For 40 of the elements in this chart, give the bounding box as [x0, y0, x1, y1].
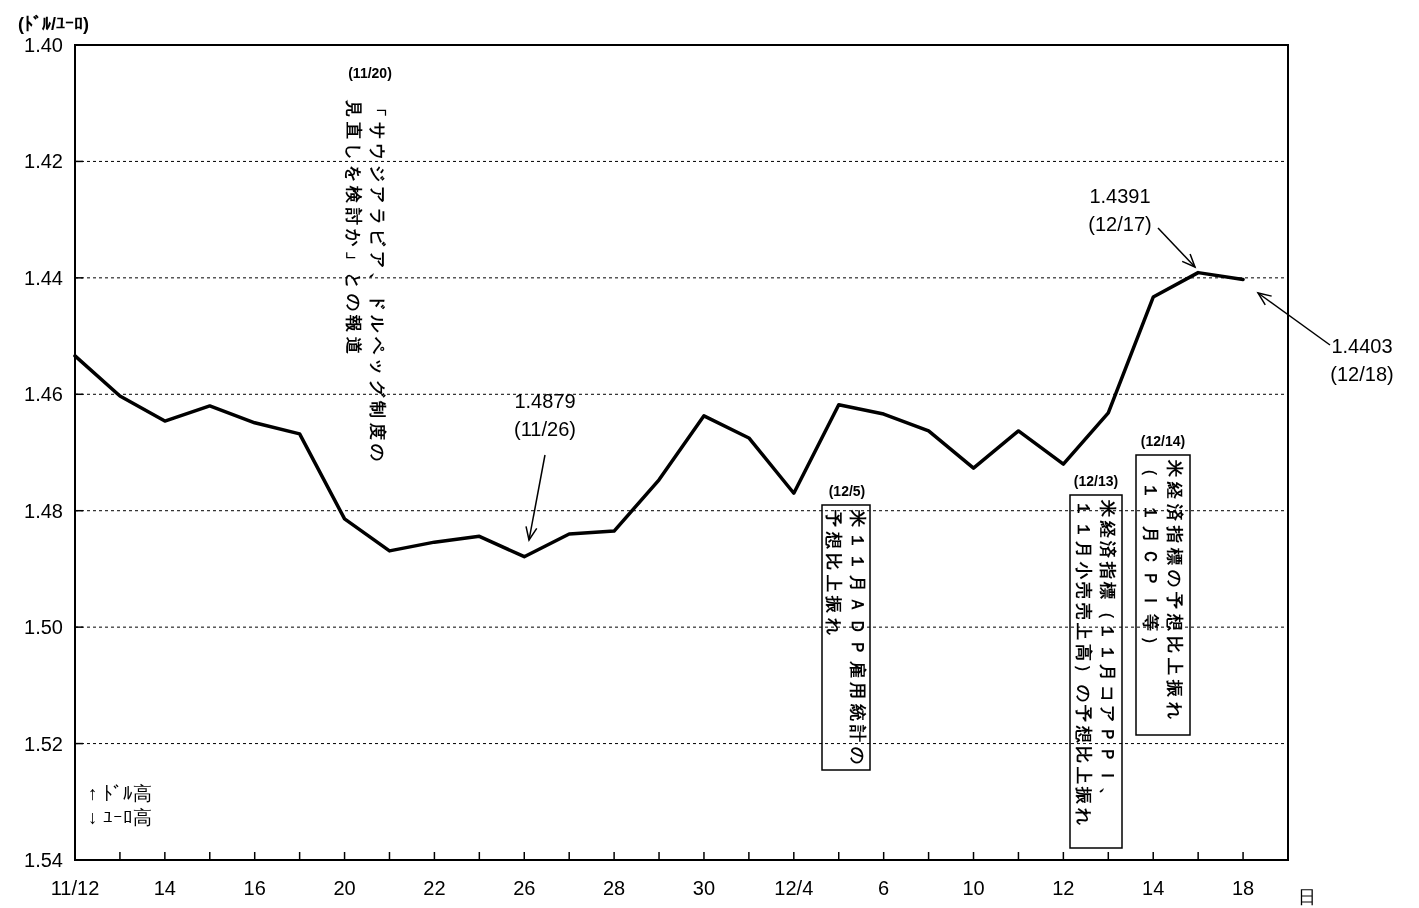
x-tick-label: 28 — [602, 877, 626, 899]
x-tick-label: 12/4 — [774, 877, 814, 899]
annotation: 予想比上振れ — [824, 509, 844, 639]
annotation: 米１１月ＡＤＰ雇用統計の — [848, 509, 868, 768]
x-tick-label: 26 — [513, 877, 536, 899]
annotation: 米経済指標の予想比上振れ — [1165, 459, 1185, 724]
x-tick-label: 6 — [878, 877, 890, 899]
x-tick-label: 14 — [153, 877, 176, 899]
y-tick-label: 1.50 — [24, 616, 63, 639]
annotation: 1.4879 (11/26) — [514, 390, 576, 440]
annotation: (12/14) — [1140, 433, 1186, 449]
x-axis-title: 日 — [1298, 887, 1316, 907]
x-tick-label: 10 — [962, 877, 985, 899]
x-tick-label: 16 — [243, 877, 266, 899]
x-tick-label: 20 — [333, 877, 356, 899]
y-tick-label: 1.52 — [24, 732, 63, 755]
x-tick-label: 18 — [1231, 877, 1255, 899]
annotation: １１月小売売上高）の予想比上振れ — [1074, 500, 1094, 828]
y-tick-label: 1.44 — [24, 266, 63, 289]
annotation: ↑ ﾄﾞﾙ高 ↓ ﾕｰﾛ高 — [88, 783, 152, 828]
annotation: (12/13) — [1073, 473, 1119, 489]
x-tick-label: 30 — [692, 877, 716, 899]
y-axis-title: (ﾄﾞﾙ/ﾕｰﾛ) — [18, 14, 89, 34]
y-tick-label: 1.42 — [24, 150, 63, 173]
y-tick-label: 1.40 — [24, 34, 63, 56]
annotation: 見直しを検討か」との報道 — [344, 99, 364, 358]
y-tick-label: 1.54 — [24, 849, 63, 871]
x-tick-label: 12 — [1052, 877, 1075, 899]
annotation: (12/5) — [828, 483, 866, 499]
x-tick-label: 11/12 — [50, 877, 100, 899]
annotation: (11/20) — [348, 65, 392, 81]
annotation: 米経済指標（１１月コアＰＰＩ、 — [1098, 499, 1118, 808]
y-tick-label: 1.48 — [24, 499, 63, 522]
annotation: （１１月ＣＰＩ等） — [1141, 460, 1161, 658]
annotation: 「サウジアラビア、ドルペッグ制度の — [368, 100, 388, 466]
y-tick-label: 1.46 — [24, 383, 63, 406]
text: 1.4403 (12/18) — [1330, 335, 1394, 385]
annotation: 1.4391 (12/17) — [1088, 185, 1152, 235]
x-tick-label: 14 — [1142, 877, 1165, 899]
x-tick-label: 22 — [423, 877, 446, 899]
